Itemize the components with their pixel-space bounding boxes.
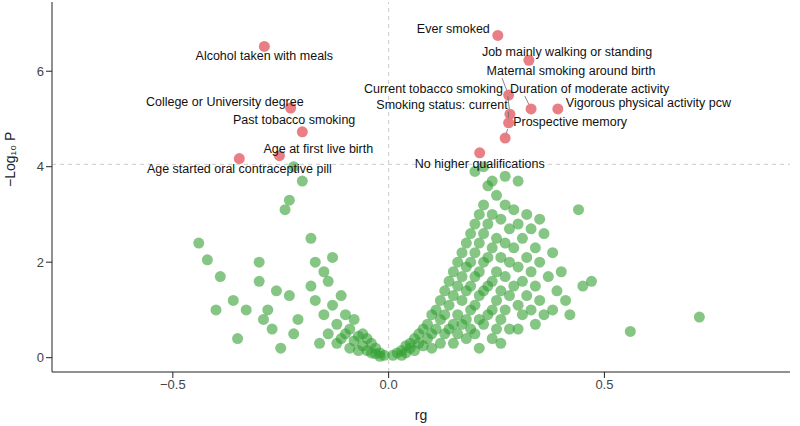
svg-text:0.5: 0.5 [595,377,613,392]
svg-text:Prospective memory: Prospective memory [513,115,628,129]
svg-text:6: 6 [37,64,44,79]
svg-text:Job mainly walking or standing: Job mainly walking or standing [482,45,652,59]
svg-text:Alcohol taken with meals: Alcohol taken with meals [196,49,334,63]
svg-text:Past tobacco smoking: Past tobacco smoking [233,113,355,127]
svg-text:Age started oral contraceptive: Age started oral contraceptive pill [147,162,332,176]
svg-text:rg: rg [415,407,427,423]
svg-text:Current tobacco smoking: Current tobacco smoking [364,82,503,96]
svg-text:College or University degree: College or University degree [146,95,304,109]
svg-text:Maternal smoking around birth: Maternal smoking around birth [487,64,656,78]
svg-text:2: 2 [37,255,44,270]
svg-text:−0.5: −0.5 [160,377,186,392]
svg-text:Smoking status: current: Smoking status: current [376,98,508,112]
svg-text:Duration of moderate activity: Duration of moderate activity [510,82,670,96]
svg-text:−Log₁₀ P: −Log₁₀ P [8,132,18,187]
svg-text:Age at first live birth: Age at first live birth [263,142,373,156]
svg-text:No higher qualifications: No higher qualifications [415,157,545,171]
svg-text:Ever smoked: Ever smoked [417,22,490,36]
svg-text:0.0: 0.0 [380,377,398,392]
svg-text:Vigorous physical activity pcw: Vigorous physical activity pcw [566,96,732,110]
svg-text:4: 4 [37,159,44,174]
svg-text:0: 0 [37,350,44,365]
